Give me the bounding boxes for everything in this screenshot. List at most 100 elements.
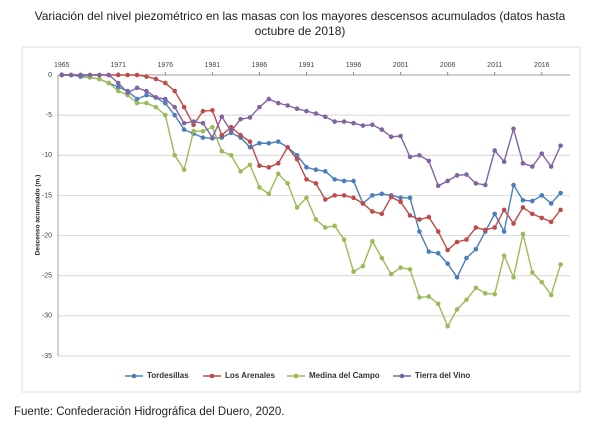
data-point xyxy=(398,265,403,270)
data-point xyxy=(238,116,243,122)
data-point xyxy=(275,100,281,106)
data-point xyxy=(426,158,432,164)
data-point xyxy=(97,76,102,82)
x-tick-label: 1981 xyxy=(205,62,221,69)
data-point xyxy=(228,152,234,158)
data-point xyxy=(59,72,65,78)
data-point xyxy=(539,215,545,221)
data-point xyxy=(407,154,413,160)
data-point xyxy=(257,163,262,169)
data-point xyxy=(313,181,319,186)
data-point xyxy=(200,120,206,126)
data-point xyxy=(360,123,366,128)
data-point xyxy=(162,80,168,86)
data-point xyxy=(501,229,507,234)
data-point xyxy=(407,266,413,272)
data-point xyxy=(454,307,460,312)
data-point xyxy=(539,151,545,156)
data-point xyxy=(115,80,121,86)
data-point xyxy=(407,213,413,218)
data-point xyxy=(492,148,498,153)
data-point xyxy=(172,104,178,110)
data-point xyxy=(482,182,488,188)
data-point xyxy=(417,229,422,234)
data-point xyxy=(191,128,196,134)
y-tick-label: -35 xyxy=(42,353,52,360)
x-tick-label: 1971 xyxy=(110,62,126,69)
data-point xyxy=(200,108,206,114)
data-point xyxy=(322,169,328,174)
y-tick-label: -15 xyxy=(42,192,52,199)
data-point xyxy=(351,120,356,126)
data-point xyxy=(379,191,385,197)
data-point xyxy=(162,96,168,102)
data-point xyxy=(125,72,130,78)
data-point xyxy=(388,194,394,200)
data-point xyxy=(275,139,281,144)
y-tick-label: 0 xyxy=(48,72,52,79)
data-point xyxy=(332,119,338,124)
data-point xyxy=(304,177,309,182)
data-point xyxy=(87,72,93,78)
data-point xyxy=(181,167,187,173)
data-point xyxy=(548,292,554,298)
data-point xyxy=(172,112,178,118)
data-point xyxy=(511,275,516,280)
data-point xyxy=(322,197,328,202)
data-point xyxy=(435,301,441,307)
x-tick-label: 2001 xyxy=(393,62,409,69)
x-tick-label: 1996 xyxy=(346,62,362,69)
data-point xyxy=(115,88,121,94)
data-point xyxy=(370,238,375,244)
data-point xyxy=(294,157,300,162)
data-point xyxy=(558,262,563,267)
data-point xyxy=(388,134,394,140)
data-point xyxy=(266,140,272,146)
data-point xyxy=(501,253,507,258)
data-point xyxy=(398,199,403,205)
data-point xyxy=(379,127,385,132)
data-point xyxy=(219,132,225,138)
data-point xyxy=(106,72,112,78)
legend-label: Tierra del Vino xyxy=(415,371,470,380)
data-point xyxy=(285,181,290,186)
data-point xyxy=(407,195,413,201)
data-point xyxy=(548,164,554,169)
legend-label: Medina del Campo xyxy=(309,371,380,380)
data-point xyxy=(341,119,347,124)
data-point xyxy=(294,205,300,210)
data-point xyxy=(464,297,469,303)
data-point xyxy=(360,263,366,269)
legend-marker xyxy=(293,373,299,379)
data-point xyxy=(275,161,281,166)
data-point xyxy=(294,152,300,158)
data-point xyxy=(341,237,347,242)
data-point xyxy=(125,90,130,95)
data-point xyxy=(341,178,347,184)
data-point xyxy=(134,85,140,91)
data-point xyxy=(511,221,516,226)
data-point xyxy=(445,247,450,253)
data-point xyxy=(153,95,159,100)
chart-title: octubre de 2018) xyxy=(255,24,346,38)
data-point xyxy=(398,133,403,139)
data-point xyxy=(238,169,243,174)
data-point xyxy=(520,205,526,210)
data-point xyxy=(530,164,535,169)
data-point xyxy=(332,193,338,198)
x-tick-label: 2006 xyxy=(440,62,456,69)
data-point xyxy=(78,72,83,78)
data-point xyxy=(511,126,516,132)
data-point xyxy=(191,119,196,124)
data-point xyxy=(257,104,262,110)
data-point xyxy=(520,231,526,237)
data-point xyxy=(464,237,469,242)
data-point xyxy=(115,84,121,90)
data-point xyxy=(153,76,159,82)
data-point xyxy=(115,72,121,78)
y-tick-label: -5 xyxy=(46,112,52,119)
data-point xyxy=(530,198,535,204)
data-point xyxy=(445,323,450,329)
data-point xyxy=(426,249,432,254)
